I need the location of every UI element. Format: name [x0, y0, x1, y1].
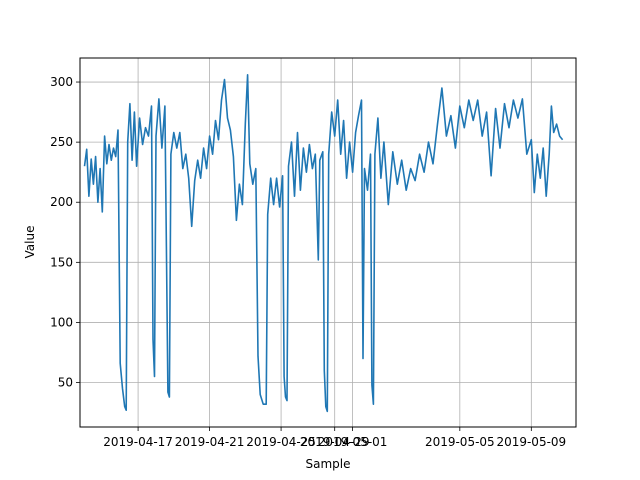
y-tick-label: 200 — [50, 195, 73, 209]
x-tick-label: 2019-05-05 — [425, 435, 495, 449]
x-tick-label: 2019-04-17 — [103, 435, 173, 449]
y-tick-label: 150 — [50, 255, 73, 269]
x-tick-label: 2019-05-01 — [318, 435, 388, 449]
y-axis: 50 100 150 200 250 300 — [50, 75, 80, 390]
x-tick-label: 2019-04-29 — [300, 435, 370, 449]
series-line — [83, 74, 564, 413]
x-axis-label: Sample — [306, 457, 351, 471]
series-group — [83, 74, 564, 413]
x-tick-label: 2019-04-25 — [246, 435, 316, 449]
y-tick-label: 300 — [50, 75, 73, 89]
y-tick-label: 50 — [58, 376, 73, 390]
x-tick-label: 2019-04-21 — [175, 435, 245, 449]
y-tick-label: 250 — [50, 135, 73, 149]
y-axis-label: Value — [23, 226, 37, 259]
x-tick-label: 2019-05-09 — [496, 435, 566, 449]
y-tick-label: 100 — [50, 315, 73, 329]
axes-frame — [79, 57, 577, 428]
x-axis: 2019-04-17 2019-04-21 2019-04-252019-04-29… — [103, 427, 566, 449]
